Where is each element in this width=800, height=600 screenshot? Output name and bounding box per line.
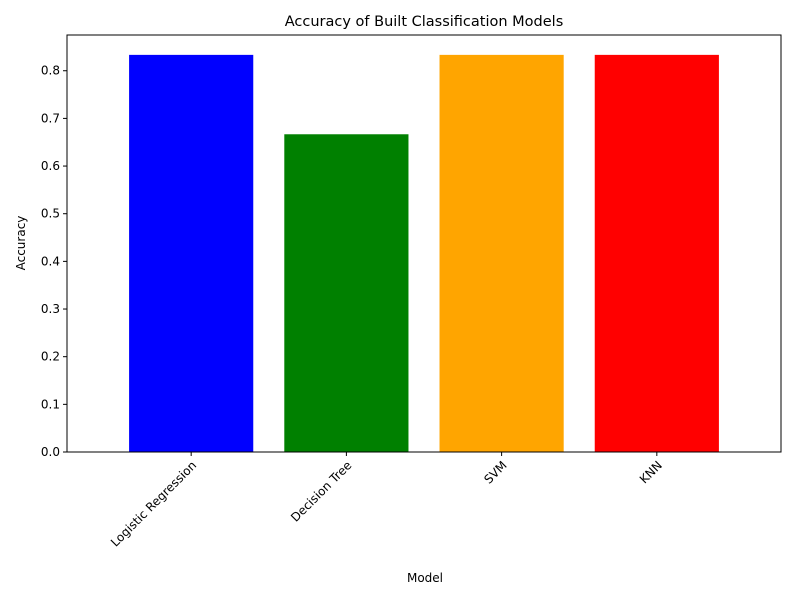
bar-1	[284, 134, 409, 452]
chart-title: Accuracy of Built Classification Models	[285, 14, 564, 30]
y-tick-label-0: 0.0	[41, 445, 60, 459]
y-axis-label: Accuracy	[14, 216, 28, 271]
bar-2	[439, 54, 564, 453]
y-tick-label-8: 0.8	[41, 64, 60, 78]
y-tick-label-7: 0.7	[41, 111, 60, 125]
x-tick-label-3: KNN	[637, 458, 665, 486]
x-axis-label: Model	[407, 571, 443, 585]
x-axis-ticks: Logistic Regression Decision Tree SVM KNN	[108, 452, 665, 550]
y-tick-label-2: 0.2	[41, 350, 60, 364]
y-tick-label-1: 0.1	[41, 397, 60, 411]
bars-group	[129, 54, 719, 453]
x-tick-label-1: Decision Tree	[288, 458, 354, 524]
y-tick-label-5: 0.5	[41, 207, 60, 221]
bar-3	[594, 54, 719, 453]
y-tick-label-3: 0.3	[41, 302, 60, 316]
x-tick-label-2: SVM	[481, 458, 509, 486]
x-tick-label-0: Logistic Regression	[108, 458, 199, 549]
y-axis-ticks: 0.0 0.1 0.2 0.3 0.4 0.5 0.6 0.7 0.8	[41, 64, 67, 459]
plot-frame	[66, 34, 782, 453]
bar-0	[129, 54, 254, 453]
y-tick-label-4: 0.4	[41, 254, 60, 268]
y-tick-label-6: 0.6	[41, 159, 60, 173]
